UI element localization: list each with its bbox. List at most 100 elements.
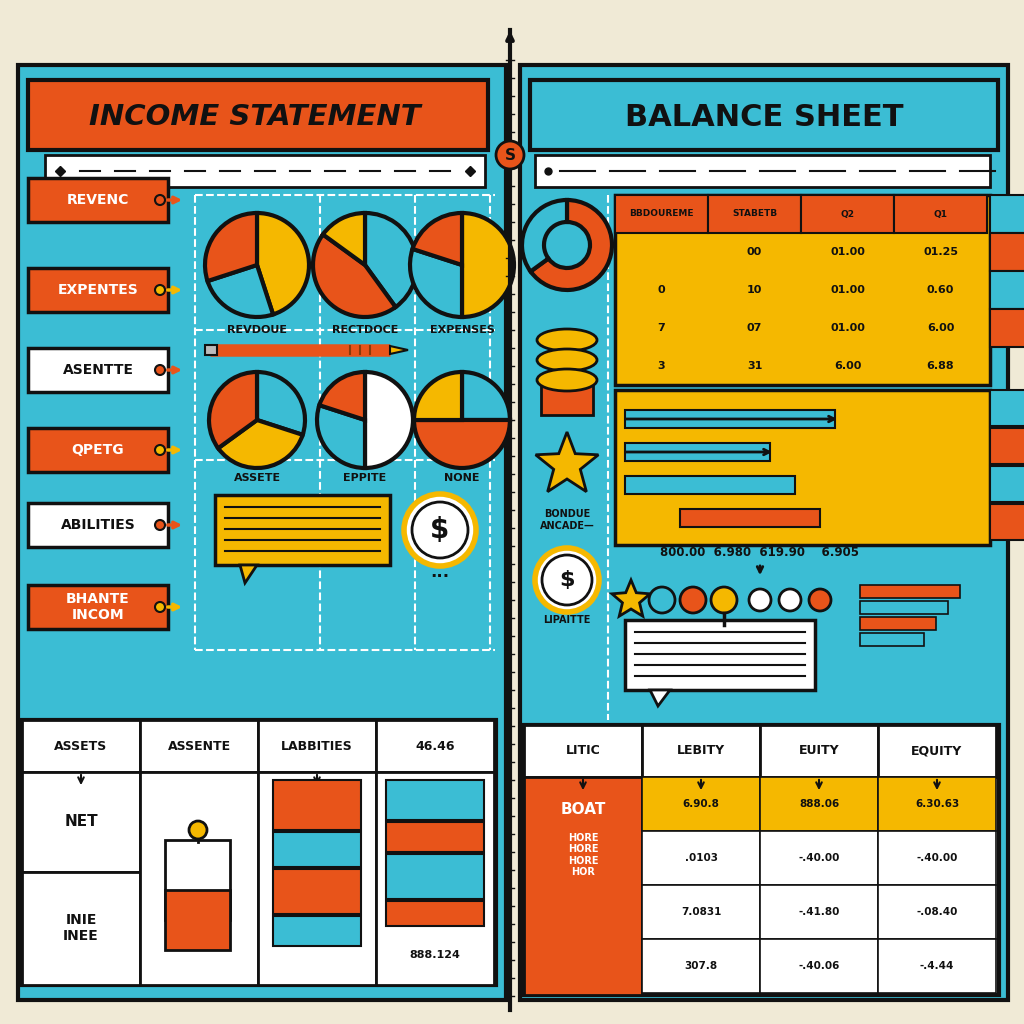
Text: EPPITE: EPPITE bbox=[343, 473, 387, 483]
Bar bbox=[541, 385, 593, 415]
Circle shape bbox=[711, 587, 737, 613]
Wedge shape bbox=[522, 200, 567, 271]
Bar bbox=[990, 428, 1024, 464]
Text: BHANTE
INCOM: BHANTE INCOM bbox=[67, 592, 130, 623]
Wedge shape bbox=[323, 213, 365, 265]
Text: REVENC: REVENC bbox=[67, 193, 129, 207]
Bar bbox=[990, 504, 1024, 540]
Text: EXPENSES: EXPENSES bbox=[429, 325, 495, 335]
Bar bbox=[28, 178, 168, 222]
Text: 7.0831: 7.0831 bbox=[681, 907, 721, 918]
Text: INIE
INEE: INIE INEE bbox=[63, 913, 99, 943]
Text: NET: NET bbox=[65, 814, 98, 829]
Text: 0: 0 bbox=[657, 285, 666, 295]
Text: HORE
HORE
HORE
HOR: HORE HORE HORE HOR bbox=[567, 833, 598, 878]
Wedge shape bbox=[209, 372, 257, 449]
Bar bbox=[625, 476, 795, 494]
Wedge shape bbox=[257, 213, 309, 314]
Bar bbox=[535, 155, 990, 187]
Bar bbox=[642, 725, 760, 777]
Ellipse shape bbox=[537, 349, 597, 371]
Bar bbox=[860, 585, 961, 598]
Bar bbox=[28, 348, 168, 392]
Text: -.41.80: -.41.80 bbox=[799, 907, 840, 918]
Text: ...: ... bbox=[430, 563, 450, 581]
Bar bbox=[642, 885, 760, 939]
Bar bbox=[386, 780, 484, 820]
Bar bbox=[28, 503, 168, 547]
Bar bbox=[878, 777, 996, 831]
Text: EXPENTES: EXPENTES bbox=[57, 283, 138, 297]
Bar bbox=[878, 831, 996, 885]
Text: ABILITIES: ABILITIES bbox=[60, 518, 135, 532]
Text: BOAT: BOAT bbox=[560, 803, 605, 817]
Text: ASSENTE: ASSENTE bbox=[168, 739, 230, 753]
Wedge shape bbox=[317, 406, 365, 468]
Text: LITIC: LITIC bbox=[565, 744, 600, 758]
Wedge shape bbox=[462, 372, 510, 420]
Bar bbox=[708, 195, 801, 233]
Ellipse shape bbox=[537, 329, 597, 351]
Polygon shape bbox=[612, 580, 650, 616]
Circle shape bbox=[535, 548, 599, 612]
Bar bbox=[990, 309, 1024, 347]
Text: -.4.44: -.4.44 bbox=[920, 961, 954, 971]
Bar bbox=[165, 840, 230, 920]
Polygon shape bbox=[390, 346, 408, 354]
Wedge shape bbox=[208, 265, 273, 317]
Bar bbox=[860, 617, 936, 630]
Wedge shape bbox=[365, 372, 413, 468]
Bar bbox=[990, 195, 1024, 233]
Circle shape bbox=[155, 520, 165, 530]
Bar bbox=[524, 725, 642, 777]
Circle shape bbox=[779, 589, 801, 611]
Bar bbox=[680, 509, 820, 527]
Bar bbox=[28, 428, 168, 472]
Bar bbox=[625, 410, 835, 428]
Bar bbox=[273, 869, 361, 914]
Bar bbox=[760, 725, 878, 777]
Text: 307.8: 307.8 bbox=[684, 961, 718, 971]
Wedge shape bbox=[462, 213, 514, 317]
Circle shape bbox=[749, 589, 771, 611]
Bar bbox=[28, 80, 488, 150]
Bar bbox=[625, 620, 815, 690]
Text: .0103: .0103 bbox=[684, 853, 718, 863]
Text: 10: 10 bbox=[746, 285, 762, 295]
Bar bbox=[45, 155, 485, 187]
Wedge shape bbox=[410, 249, 462, 317]
Bar bbox=[386, 901, 484, 926]
Bar bbox=[878, 885, 996, 939]
Text: 01.00: 01.00 bbox=[830, 285, 865, 295]
Text: $: $ bbox=[430, 516, 450, 544]
Wedge shape bbox=[414, 420, 510, 468]
Bar bbox=[386, 822, 484, 852]
Bar bbox=[273, 831, 361, 867]
Text: BBDOUREME: BBDOUREME bbox=[630, 210, 693, 218]
Bar bbox=[615, 195, 990, 385]
Text: 800.00  6.980  619.90    6.905: 800.00 6.980 619.90 6.905 bbox=[660, 547, 859, 559]
Text: NONE: NONE bbox=[444, 473, 480, 483]
Text: ASSETE: ASSETE bbox=[233, 473, 281, 483]
Circle shape bbox=[496, 141, 524, 169]
Text: 6.30.63: 6.30.63 bbox=[914, 799, 959, 809]
Bar bbox=[760, 939, 878, 993]
Text: EUITY: EUITY bbox=[799, 744, 840, 758]
Bar bbox=[273, 916, 361, 946]
Wedge shape bbox=[413, 213, 462, 265]
Circle shape bbox=[649, 587, 675, 613]
Bar bbox=[22, 872, 140, 985]
Circle shape bbox=[189, 821, 207, 839]
Text: BALANCE SHEET: BALANCE SHEET bbox=[625, 102, 903, 131]
Bar bbox=[524, 777, 642, 995]
Text: 6.00: 6.00 bbox=[927, 323, 954, 333]
Polygon shape bbox=[536, 432, 598, 492]
Text: BONDUE
ANCADE—: BONDUE ANCADE— bbox=[540, 509, 594, 530]
Text: Q1: Q1 bbox=[934, 210, 947, 218]
Text: 07: 07 bbox=[746, 323, 762, 333]
Bar bbox=[18, 65, 506, 1000]
Bar bbox=[273, 780, 361, 830]
Text: 46.46: 46.46 bbox=[416, 739, 455, 753]
Text: 6.90.8: 6.90.8 bbox=[683, 799, 720, 809]
Bar bbox=[878, 939, 996, 993]
